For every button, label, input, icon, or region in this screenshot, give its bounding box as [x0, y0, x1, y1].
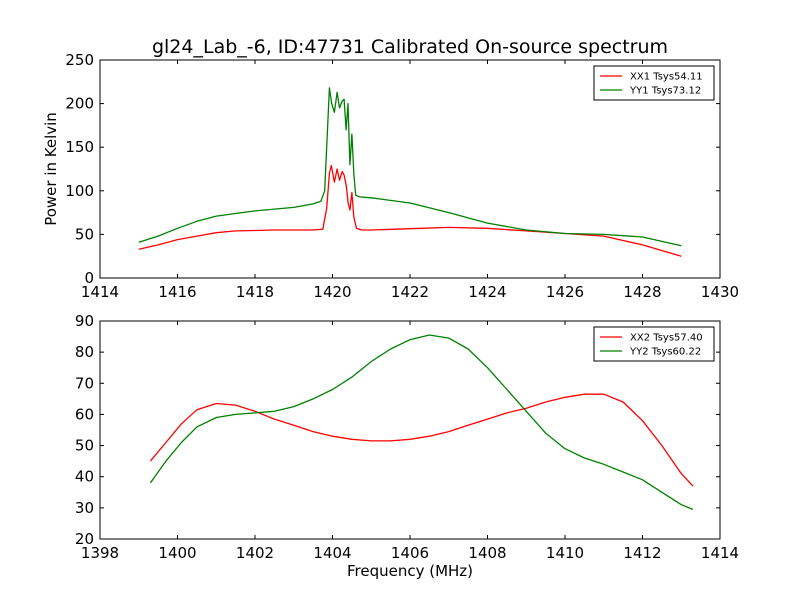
x-tick-label: 1420: [313, 283, 351, 301]
x-tick-label: 1400: [158, 544, 196, 562]
y-tick-label: 30: [75, 499, 94, 517]
y-tick-label: 200: [65, 95, 94, 113]
x-tick-label: 1416: [158, 283, 196, 301]
y-axis-label: Power in Kelvin: [42, 112, 60, 226]
y-tick-label: 70: [75, 374, 94, 392]
y-tick-label: 50: [75, 437, 94, 455]
x-tick-label: 1422: [391, 283, 429, 301]
legend: XX2 Tsys57.40 YY2 Tsys60.22: [593, 326, 715, 362]
x-tick-label: 1430: [701, 283, 739, 301]
series-line: [149, 334, 694, 511]
x-tick-label: 1402: [236, 544, 274, 562]
y-tick-label: 80: [75, 343, 94, 361]
y-tick-label: 0: [84, 269, 94, 287]
x-axis-label: Frequency (MHz): [347, 562, 473, 580]
legend-label: XX2 Tsys57.40: [630, 333, 703, 344]
x-tick-label: 1426: [546, 283, 584, 301]
x-tick-label: 1410: [546, 544, 584, 562]
x-tick-label: 1418: [236, 283, 274, 301]
series-line: [138, 87, 682, 247]
x-tick-label: 1414: [81, 283, 119, 301]
x-tick-label: 1424: [468, 283, 506, 301]
x-tick-label: 1404: [313, 544, 351, 562]
legend-box: [593, 65, 715, 101]
chart-title: gl24_Lab_-6, ID:47731 Calibrated On-sour…: [152, 36, 668, 58]
y-tick-label: 50: [75, 225, 94, 243]
x-tick-label: 1428: [623, 283, 661, 301]
x-tick-label: 1414: [701, 544, 739, 562]
y-tick-label: 250: [65, 51, 94, 69]
legend-label: YY1 Tsys73.12: [629, 86, 701, 97]
y-tick-label: 20: [75, 530, 94, 548]
x-tick-label: 1412: [623, 544, 661, 562]
y-tick-label: 90: [75, 312, 94, 330]
legend-label: XX1 Tsys54.11: [630, 72, 703, 83]
x-tick-label: 1398: [81, 544, 119, 562]
x-tick-label: 1408: [468, 544, 506, 562]
y-tick-label: 150: [65, 138, 94, 156]
series-line: [138, 164, 682, 257]
legend-label: YY2 Tsys60.22: [629, 347, 701, 358]
y-tick-label: 40: [75, 468, 94, 486]
x-tick-label: 1406: [391, 544, 429, 562]
y-tick-label: 60: [75, 405, 94, 423]
top-panel: 1414 1416 1418 1420 1422 1424 1426 1428 1430 0 50 1…: [42, 51, 739, 301]
legend-box: [593, 326, 715, 362]
legend: XX1 Tsys54.11 YY1 Tsys73.12: [593, 65, 715, 101]
series-line: [149, 393, 694, 487]
y-tick-label: 100: [65, 182, 94, 200]
bottom-panel: 1398 1400 1402 1404 1406 1408 1410 1412 1414 20 30…: [75, 312, 739, 580]
